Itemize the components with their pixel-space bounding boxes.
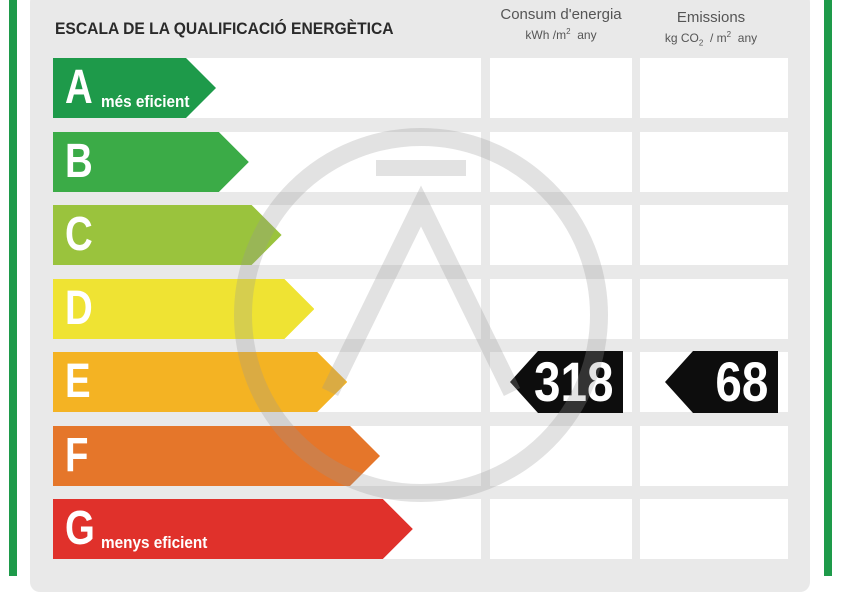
emissions-cell bbox=[640, 205, 788, 265]
consum-label: Consum d'energia bbox=[500, 6, 622, 23]
rating-letter: E bbox=[65, 355, 91, 408]
consum-cell bbox=[490, 426, 632, 486]
rating-arrow-shape bbox=[53, 58, 216, 118]
rating-letter: C bbox=[65, 208, 93, 261]
rating-bar-e: E bbox=[53, 352, 348, 412]
rating-arrow-shape bbox=[53, 426, 380, 486]
consum-cell bbox=[490, 279, 632, 339]
rating-arrow-shape bbox=[53, 279, 315, 339]
rating-letter: G bbox=[65, 502, 95, 555]
consum-header: Consum d'energia kWh /m2 any bbox=[490, 6, 632, 42]
rating-bar-c: C bbox=[53, 205, 282, 265]
rating-bar-d: D bbox=[53, 279, 315, 339]
emissions-header: Emissions kg CO2 / m2 any bbox=[640, 9, 782, 47]
consum-unit: kWh /m2 any bbox=[525, 27, 597, 42]
emissions-cell bbox=[640, 58, 788, 118]
rating-letter: D bbox=[65, 282, 93, 335]
rating-bar-f: F bbox=[53, 426, 380, 486]
consum-result-badge: 318 bbox=[510, 351, 623, 413]
rating-bar-b: B bbox=[53, 132, 249, 192]
left-green-border bbox=[9, 0, 17, 576]
badge-arrow-shape bbox=[665, 351, 778, 413]
badge-arrow-shape bbox=[510, 351, 623, 413]
emissions-result-badge: 68 bbox=[665, 351, 778, 413]
rating-arrow-shape bbox=[53, 352, 348, 412]
consum-cell bbox=[490, 205, 632, 265]
rating-arrow-shape bbox=[53, 132, 249, 192]
badge-value: 318 bbox=[533, 350, 613, 413]
right-green-border bbox=[824, 0, 832, 576]
scale-title: ESCALA DE LA QUALIFICACIÓ ENERGÈTICA bbox=[55, 19, 394, 38]
badge-value: 68 bbox=[715, 350, 768, 413]
emissions-cell bbox=[640, 279, 788, 339]
emissions-cell bbox=[640, 132, 788, 192]
rating-arrow-shape bbox=[53, 499, 413, 559]
rating-letter: F bbox=[65, 429, 89, 482]
consum-cell bbox=[490, 58, 632, 118]
emissions-cell bbox=[640, 426, 788, 486]
rating-letter: A bbox=[65, 61, 93, 114]
rating-arrow-shape bbox=[53, 205, 282, 265]
consum-cell bbox=[490, 132, 632, 192]
emissions-label: Emissions bbox=[676, 9, 746, 26]
rating-sublabel: més eficient bbox=[101, 92, 190, 111]
consum-cell bbox=[490, 499, 632, 559]
emissions-unit: kg CO2 / m2 any bbox=[664, 30, 758, 48]
emissions-cell bbox=[640, 499, 788, 559]
rating-letter: B bbox=[65, 135, 93, 188]
rating-sublabel: menys eficient bbox=[101, 533, 208, 552]
